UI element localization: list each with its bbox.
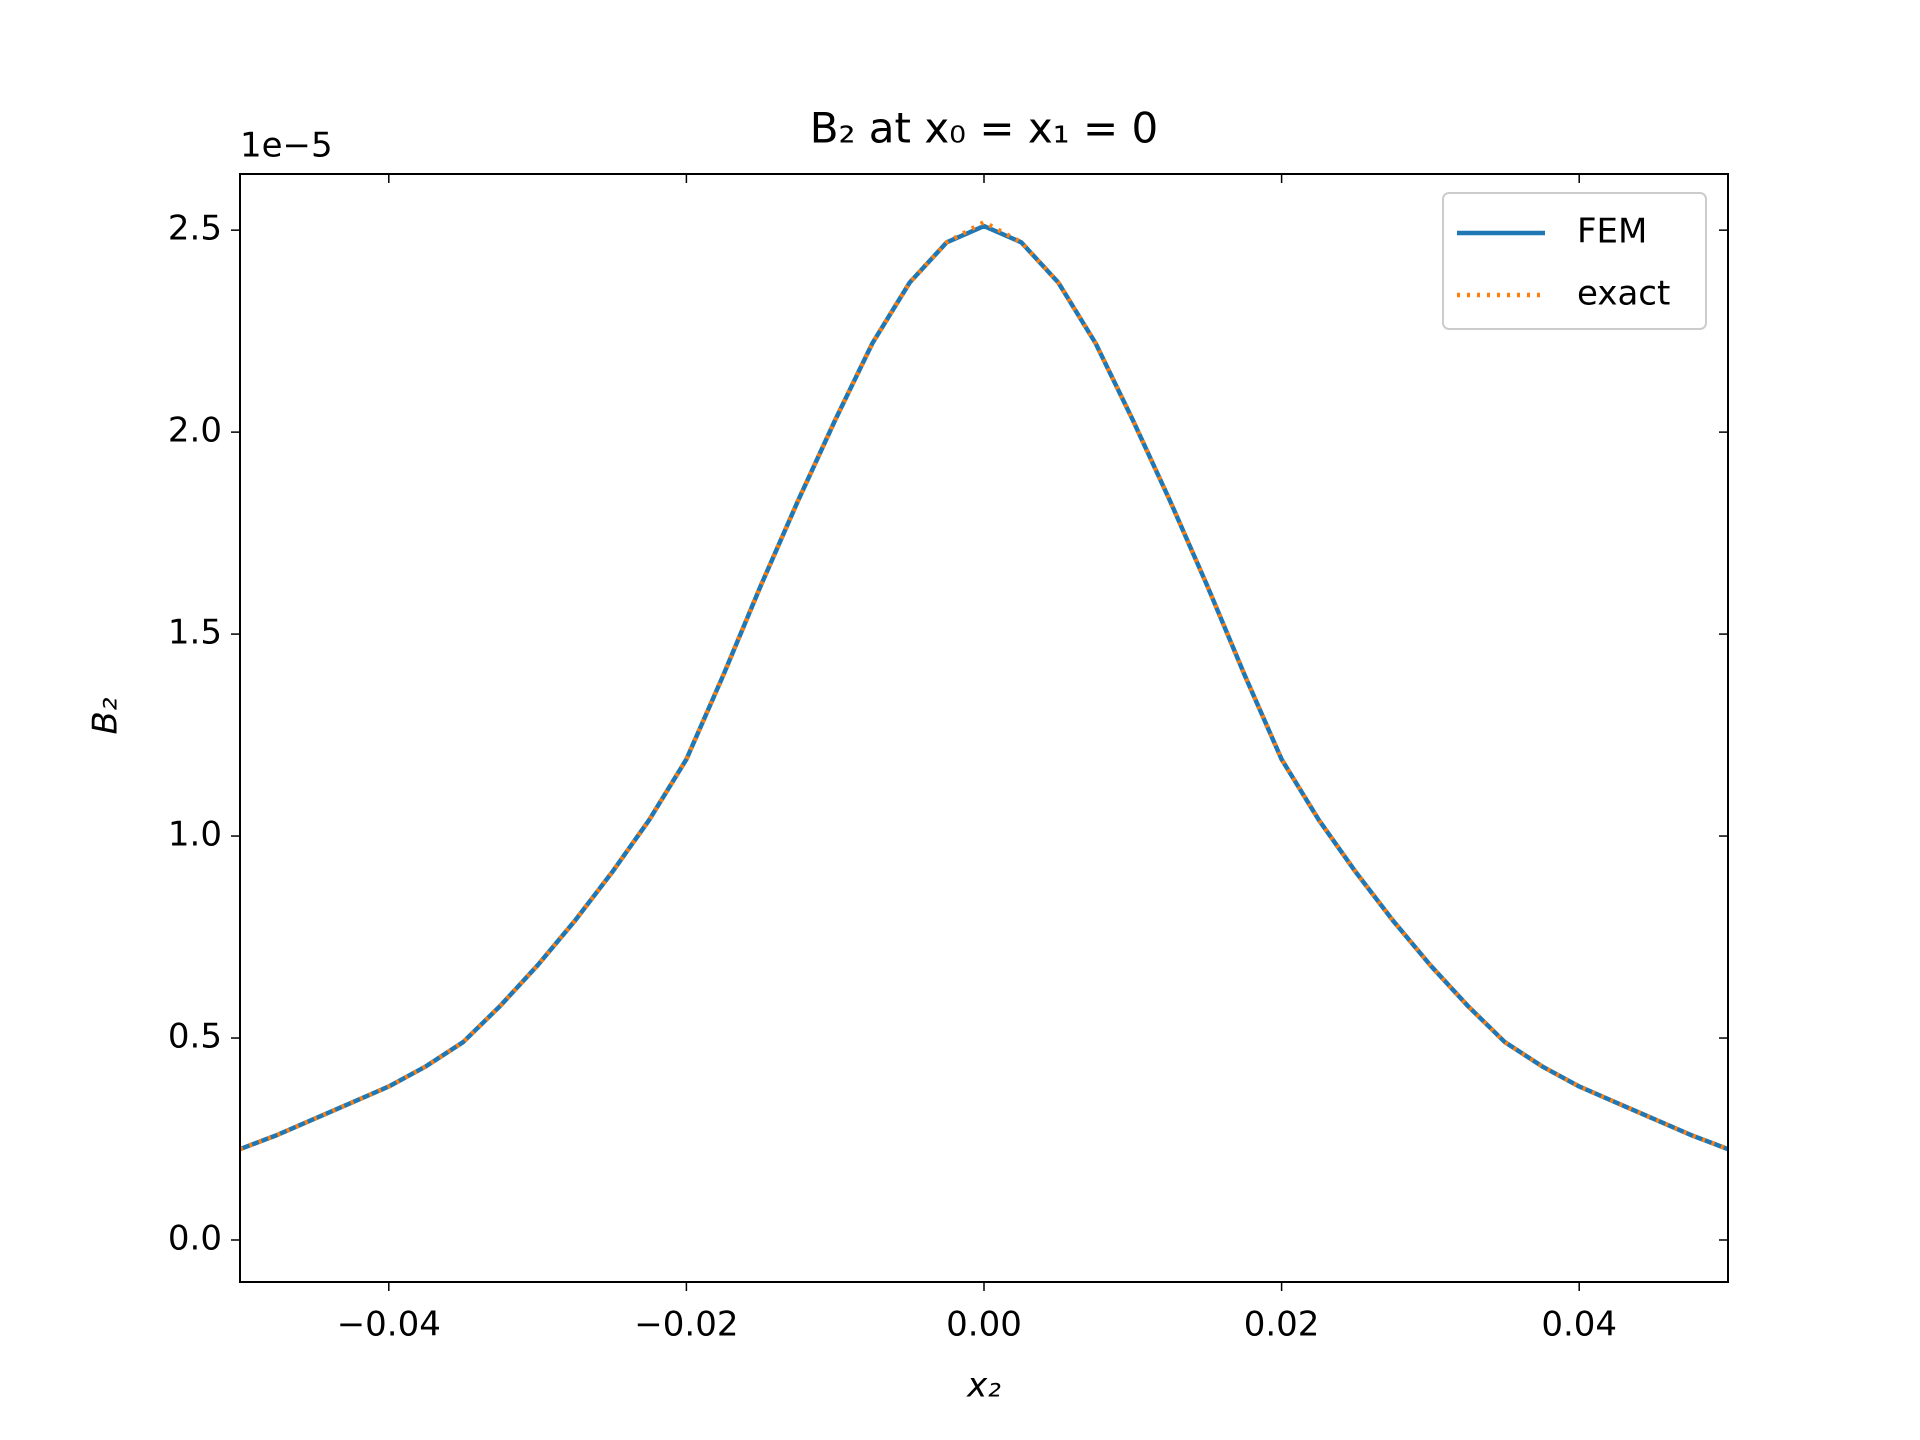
y-axis-label: B₂ bbox=[86, 697, 126, 734]
x-tick-label: −0.02 bbox=[634, 1305, 738, 1345]
y-tick-label: 2.5 bbox=[168, 209, 222, 249]
plot-frame bbox=[239, 173, 1729, 1283]
x-tick-label: 0.04 bbox=[1541, 1305, 1617, 1345]
chart-title: B₂ at x₀ = x₁ = 0 bbox=[810, 104, 1158, 153]
y-tick-label: 2.0 bbox=[168, 411, 222, 451]
x-tick-label: −0.04 bbox=[337, 1305, 441, 1345]
y-tick-label: 1.5 bbox=[168, 613, 222, 653]
y-offset-label: 1e−5 bbox=[240, 126, 333, 166]
x-tick-label: 0.02 bbox=[1244, 1305, 1320, 1345]
x-tick-label: 0.00 bbox=[946, 1305, 1022, 1345]
legend-label: exact bbox=[1577, 274, 1670, 314]
series-line bbox=[240, 219, 1728, 1152]
y-tick-label: 1.0 bbox=[168, 815, 222, 855]
legend-label: FEM bbox=[1577, 212, 1647, 252]
x-axis-label: x₂ bbox=[966, 1366, 1001, 1406]
y-tick-label: 0.0 bbox=[168, 1218, 222, 1258]
y-tick-label: 0.5 bbox=[168, 1017, 222, 1057]
